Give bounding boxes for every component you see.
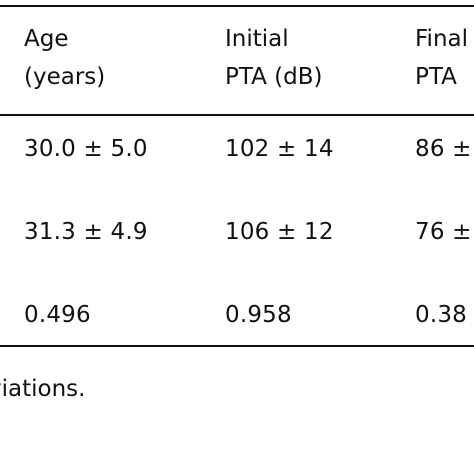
table-cell-final-pta: 0.38 (415, 302, 468, 328)
table-header-rule (0, 114, 474, 116)
header-age-line2: (years) (24, 64, 106, 90)
table-cell-age: 30.0 ± 5.0 (24, 136, 148, 162)
table-cell-final-pta: 76 ± (415, 219, 472, 245)
table-bottom-rule (0, 345, 474, 347)
table-footnote: viations. (0, 376, 86, 402)
table-cell-age: 31.3 ± 4.9 (24, 219, 148, 245)
table-cell-age: 0.496 (24, 302, 91, 328)
table-cell-initial-pta: 106 ± 12 (225, 219, 334, 245)
table-cell-final-pta: 86 ± (415, 136, 472, 162)
table-cell-initial-pta: 102 ± 14 (225, 136, 334, 162)
table-cell-initial-pta: 0.958 (225, 302, 292, 328)
header-final-pta-line2: PTA (415, 64, 457, 90)
header-age-line1: Age (24, 26, 69, 52)
header-final-pta-line1: Final (415, 26, 469, 52)
table-top-rule (0, 5, 474, 7)
header-initial-pta-line2: PTA (dB) (225, 64, 323, 90)
header-initial-pta-line1: Initial (225, 26, 289, 52)
